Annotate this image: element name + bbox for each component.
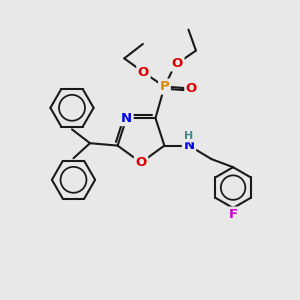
Text: N: N xyxy=(121,112,132,124)
Text: F: F xyxy=(229,208,238,221)
Text: O: O xyxy=(138,66,149,79)
Text: H: H xyxy=(184,131,194,141)
Text: O: O xyxy=(135,156,147,169)
Text: N: N xyxy=(183,139,195,152)
Text: P: P xyxy=(160,80,169,93)
Text: O: O xyxy=(186,82,197,94)
Text: O: O xyxy=(172,57,183,70)
